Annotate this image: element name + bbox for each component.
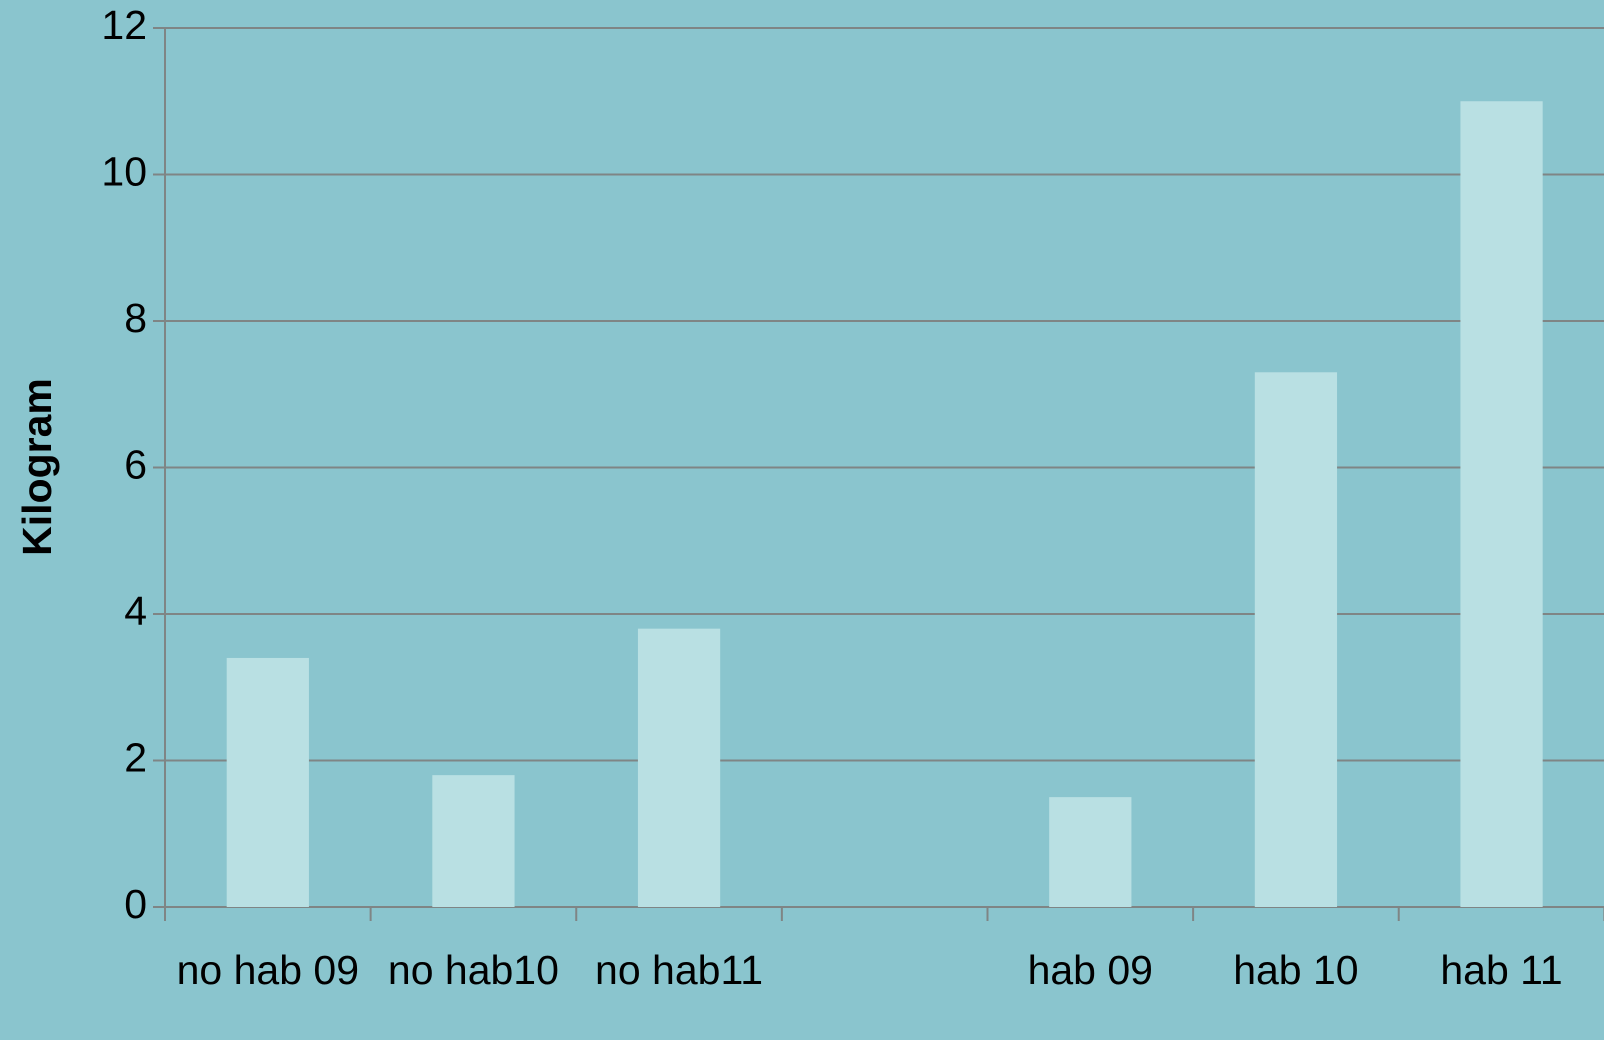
- y-tick-label: 10: [101, 148, 147, 194]
- x-tick-label: no hab10: [387, 947, 559, 993]
- y-tick-label: 8: [124, 295, 147, 341]
- y-tick-label: 4: [124, 588, 147, 634]
- y-axis-label: Kilogram: [14, 378, 60, 556]
- bar: [1254, 372, 1338, 907]
- y-tick-label: 6: [124, 441, 147, 487]
- bar: [432, 775, 515, 907]
- y-tick-label: 2: [124, 734, 147, 780]
- bar: [226, 657, 309, 907]
- y-tick-label: 0: [124, 881, 147, 927]
- x-tick-label: hab 10: [1233, 947, 1359, 993]
- bar: [1460, 101, 1543, 907]
- y-tick-label: 12: [101, 2, 147, 48]
- x-tick-label: hab 09: [1027, 947, 1153, 993]
- x-tick-label: no hab 09: [176, 947, 359, 993]
- x-tick-label: no hab11: [595, 947, 764, 993]
- bar: [637, 628, 721, 907]
- bar: [1049, 797, 1132, 907]
- x-tick-label: hab 11: [1440, 947, 1563, 993]
